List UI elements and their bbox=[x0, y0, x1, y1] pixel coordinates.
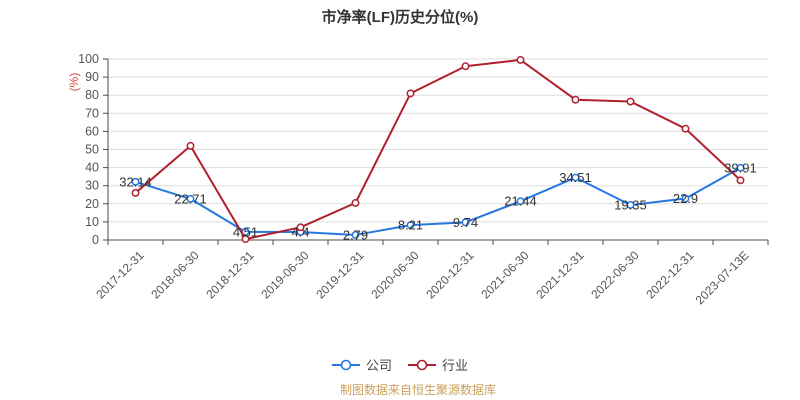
series-1-marker bbox=[736, 176, 745, 185]
series-0-marker bbox=[681, 194, 690, 203]
series-1-marker bbox=[241, 235, 250, 244]
x-tick-label: 2018-06-30 bbox=[148, 248, 202, 302]
data-label: 9.74 bbox=[453, 215, 478, 230]
y-tick-label: 100 bbox=[78, 52, 99, 66]
y-tick-label: 30 bbox=[85, 179, 99, 193]
x-tick-label: 2021-06-30 bbox=[478, 248, 532, 302]
data-label: 19.35 bbox=[614, 197, 647, 212]
data-label: 2.79 bbox=[343, 227, 368, 242]
x-tick-label: 2020-06-30 bbox=[368, 248, 422, 302]
y-tick-label: 80 bbox=[85, 88, 99, 102]
series-1-marker bbox=[296, 223, 305, 232]
data-source-note: 制图数据来自恒生聚源数据库 bbox=[339, 383, 496, 397]
series-0-marker bbox=[131, 177, 140, 186]
data-label: 4.51 bbox=[233, 224, 258, 239]
data-label: 4.4 bbox=[291, 225, 309, 240]
y-tick-label: 20 bbox=[85, 197, 99, 211]
x-tick-label: 2021-12-31 bbox=[533, 248, 587, 302]
data-label: 32.14 bbox=[119, 174, 152, 189]
series-0-marker bbox=[186, 194, 195, 203]
data-label: 8.21 bbox=[398, 218, 423, 233]
x-tick-label: 2017-12-31 bbox=[93, 248, 147, 302]
chart-legend: 公司 行业 bbox=[0, 355, 800, 374]
y-axis-unit-label: (%) bbox=[67, 73, 81, 92]
y-tick-label: 0 bbox=[92, 233, 99, 247]
x-tick-label: 2022-12-31 bbox=[643, 248, 697, 302]
series-1-marker bbox=[406, 89, 415, 98]
series-0-marker bbox=[461, 218, 470, 227]
series-0-marker bbox=[406, 221, 415, 230]
chart-title: 市净率(LF)历史分位(%) bbox=[321, 9, 479, 26]
x-tick-label: 2019-06-30 bbox=[258, 248, 312, 302]
x-tick-label: 2019-12-31 bbox=[313, 248, 367, 302]
series-0-marker bbox=[351, 231, 360, 239]
data-label: 34.51 bbox=[559, 170, 592, 185]
series-1-marker bbox=[461, 62, 470, 71]
series-1-marker bbox=[186, 141, 195, 150]
series-1-marker bbox=[681, 124, 690, 133]
industry-series-icon bbox=[408, 359, 436, 370]
data-label: 22.9 bbox=[673, 191, 698, 206]
series-0-marker bbox=[626, 201, 635, 209]
y-tick-label: 60 bbox=[85, 124, 99, 138]
legend-item-industry[interactable]: 行业 bbox=[408, 355, 468, 374]
x-tick-label: 2018-12-31 bbox=[203, 248, 257, 302]
x-tick-label: 2023-07-13E bbox=[693, 248, 752, 307]
data-label: 39.91 bbox=[724, 160, 757, 175]
series-1-marker bbox=[351, 198, 360, 207]
series-0-marker bbox=[736, 163, 745, 172]
legend-label-company: 公司 bbox=[365, 358, 392, 373]
series-1-marker bbox=[626, 97, 635, 106]
y-tick-label: 10 bbox=[85, 215, 99, 229]
series-1-marker bbox=[131, 188, 140, 197]
series-0-marker bbox=[571, 173, 580, 182]
y-tick-label: 70 bbox=[85, 106, 99, 120]
series-line-1 bbox=[134, 58, 742, 241]
company-series-icon bbox=[331, 359, 360, 370]
legend-label-industry: 行业 bbox=[442, 358, 469, 373]
series-line-0 bbox=[135, 166, 741, 236]
x-tick-label: 2022-06-30 bbox=[588, 248, 642, 302]
x-tick-label: 2020-12-31 bbox=[423, 248, 477, 302]
data-label: 22.71 bbox=[174, 191, 207, 206]
series-0-marker bbox=[516, 197, 525, 206]
series-1-marker bbox=[571, 95, 580, 104]
y-tick-label: 90 bbox=[85, 70, 99, 84]
y-tick-label: 50 bbox=[85, 143, 99, 157]
series-1-marker bbox=[516, 55, 525, 64]
y-tick-label: 40 bbox=[85, 161, 99, 175]
data-label: 21.44 bbox=[504, 194, 537, 209]
legend-item-company[interactable]: 公司 bbox=[331, 355, 392, 374]
